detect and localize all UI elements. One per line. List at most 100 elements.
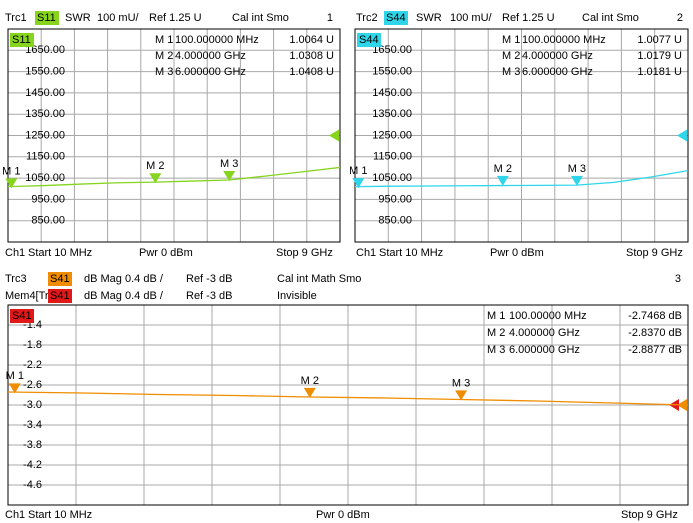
reference-arrow bbox=[329, 129, 339, 142]
marker-readout-value: -2.8370 dB bbox=[628, 327, 682, 339]
footer-text: Ch1 bbox=[5, 509, 25, 521]
marker-readout-name: M 1 bbox=[155, 34, 173, 46]
header-text: S41 bbox=[50, 290, 70, 302]
reference-arrow bbox=[677, 129, 687, 142]
marker-label: M 2 bbox=[301, 375, 319, 387]
marker-label: M 2 bbox=[494, 163, 512, 175]
footer-text: Ch1 bbox=[5, 247, 25, 259]
y-tick-label: 1150.00 bbox=[26, 151, 65, 163]
trace bbox=[7, 391, 689, 406]
marker-readout-name: M 3 bbox=[502, 66, 520, 78]
marker bbox=[352, 178, 365, 189]
header-text: 1 bbox=[327, 12, 333, 24]
y-tick-label: 1550.00 bbox=[25, 66, 65, 78]
header-text: Trc3 bbox=[5, 273, 27, 285]
header-text: SWR bbox=[416, 12, 442, 24]
marker-readout-value: 1.0308 U bbox=[289, 50, 334, 62]
header-text: 100 mU/ bbox=[97, 12, 140, 24]
marker-label: M 1 bbox=[349, 165, 367, 177]
marker-readout-name: M 2 bbox=[155, 50, 173, 62]
footer-text: Stop 9 GHz bbox=[626, 247, 683, 259]
plot-frame bbox=[7, 28, 341, 243]
y-tick-label: -3.4 bbox=[23, 419, 42, 431]
footer-text: Pwr 0 dBm bbox=[316, 509, 370, 521]
marker-label: M 3 bbox=[220, 158, 238, 170]
marker-readout-value: -2.8877 dB bbox=[628, 344, 682, 356]
marker-readout-x: 100.00000 MHz bbox=[509, 310, 587, 322]
header-text: dB Mag bbox=[84, 290, 122, 302]
y-tick-label: -3.0 bbox=[23, 399, 42, 411]
y-tick-label: -4.2 bbox=[23, 459, 42, 471]
footer-text: Stop 9 GHz bbox=[621, 509, 678, 521]
header-text: Ref -3 dB bbox=[186, 273, 232, 285]
trace-tag-box bbox=[384, 11, 408, 25]
marker-readout-name: M 3 bbox=[155, 66, 173, 78]
marker-readout-x: 6.000000 GHz bbox=[509, 344, 580, 356]
header-text: Ref 1.25 U bbox=[149, 12, 202, 24]
trace-tag-box bbox=[48, 289, 72, 303]
header-text: dB Mag bbox=[84, 273, 122, 285]
marker-readout-value: 1.0408 U bbox=[289, 66, 334, 78]
marker-label: M 1 bbox=[2, 165, 20, 177]
y-tick-label: 1250.00 bbox=[372, 129, 412, 141]
header-text: Cal int Smo bbox=[232, 12, 289, 24]
marker-readout-name: M 2 bbox=[487, 327, 505, 339]
marker bbox=[223, 171, 236, 182]
marker-readout-value: 1.0181 U bbox=[637, 66, 682, 78]
marker-readout-x: 4.000000 GHz bbox=[509, 327, 580, 339]
trace-tag-box bbox=[10, 309, 34, 323]
header-text: Cal int Math Smo bbox=[277, 273, 361, 285]
header-text: S11 bbox=[37, 12, 56, 24]
marker-readout-x: 100.000000 MHz bbox=[522, 34, 606, 46]
footer-text: Ch1 bbox=[356, 247, 376, 259]
y-tick-label: 1650.00 bbox=[372, 44, 412, 56]
y-tick-label: 1150.00 bbox=[373, 151, 412, 163]
y-tick-label: 850.00 bbox=[378, 215, 412, 227]
trace-tag-box bbox=[48, 272, 72, 286]
y-tick-label: -1.8 bbox=[23, 339, 42, 351]
y-tick-label: 950.00 bbox=[378, 193, 412, 205]
trace-tag: S11 bbox=[12, 34, 31, 46]
y-tick-label: 1050.00 bbox=[372, 172, 412, 184]
marker-readout-value: 1.0077 U bbox=[637, 34, 682, 46]
y-tick-label: 1250.00 bbox=[25, 129, 65, 141]
marker-readout-x: 6.000000 GHz bbox=[522, 66, 593, 78]
header-text: Trc2 bbox=[356, 12, 378, 24]
footer-text: Start 10 MHz bbox=[28, 509, 92, 521]
header-text: Cal int Smo bbox=[582, 12, 639, 24]
y-tick-label: 1350.00 bbox=[372, 108, 412, 120]
marker-readout-value: 1.0179 U bbox=[637, 50, 682, 62]
marker-readout-x: 4.000000 GHz bbox=[522, 50, 593, 62]
y-tick-label: 950.00 bbox=[31, 193, 65, 205]
y-tick-label: 1350.00 bbox=[25, 108, 65, 120]
y-tick-label: 1550.00 bbox=[372, 66, 412, 78]
header-text: 0.4 dB / bbox=[125, 273, 164, 285]
y-tick-label: 1050.00 bbox=[25, 172, 65, 184]
marker-readout-name: M 1 bbox=[487, 310, 505, 322]
header-text: 2 bbox=[677, 12, 683, 24]
header-text: 0.4 dB / bbox=[125, 290, 164, 302]
header-text: SWR bbox=[65, 12, 91, 24]
footer-text: Stop 9 GHz bbox=[276, 247, 333, 259]
header-text: Ref -3 dB bbox=[186, 290, 232, 302]
marker bbox=[149, 173, 162, 184]
marker-label: M 2 bbox=[146, 160, 164, 172]
trace-tag: S44 bbox=[359, 34, 379, 46]
marker-readout-value: 1.0064 U bbox=[289, 34, 334, 46]
marker-label: M 3 bbox=[452, 377, 470, 389]
footer-text: Start 10 MHz bbox=[28, 247, 92, 259]
marker-readout-name: M 3 bbox=[487, 344, 505, 356]
header-text: 100 mU/ bbox=[450, 12, 493, 24]
footer-text: Pwr 0 dBm bbox=[490, 247, 544, 259]
marker bbox=[570, 175, 583, 186]
header-text: Ref 1.25 U bbox=[502, 12, 555, 24]
trace bbox=[7, 166, 341, 188]
marker-label: M 1 bbox=[6, 370, 24, 382]
marker-readout-x: 6.000000 GHz bbox=[175, 66, 246, 78]
marker-readout-value: -2.7468 dB bbox=[628, 310, 682, 322]
plot-frame bbox=[354, 28, 689, 243]
y-tick-label: -2.6 bbox=[23, 379, 42, 391]
marker-readout-x: 100.000000 MHz bbox=[175, 34, 259, 46]
